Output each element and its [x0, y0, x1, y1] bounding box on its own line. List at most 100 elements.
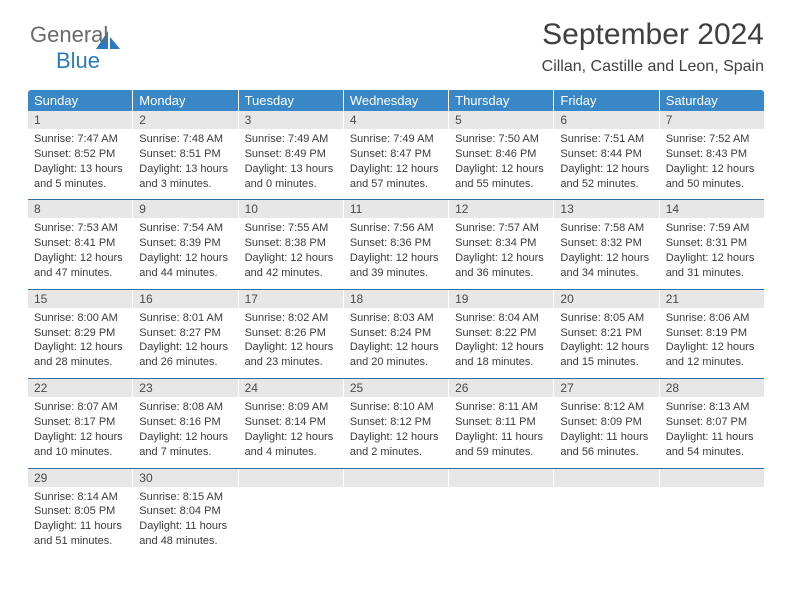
day-body: Sunrise: 8:07 AMSunset: 8:17 PMDaylight:… — [28, 397, 132, 467]
sunrise-line: Sunrise: 8:06 AM — [666, 311, 758, 326]
calendar-day: 7Sunrise: 7:52 AMSunset: 8:43 PMDaylight… — [660, 111, 764, 199]
daylight-line: Daylight: 12 hours and 52 minutes. — [560, 162, 652, 192]
daylight-line: Daylight: 12 hours and 39 minutes. — [350, 251, 442, 281]
day-number: 21 — [660, 290, 764, 308]
day-body: Sunrise: 7:59 AMSunset: 8:31 PMDaylight:… — [660, 218, 764, 288]
day-number: 28 — [660, 379, 764, 397]
calendar-day: 1Sunrise: 7:47 AMSunset: 8:52 PMDaylight… — [28, 111, 133, 199]
day-body: Sunrise: 7:55 AMSunset: 8:38 PMDaylight:… — [239, 218, 343, 288]
daylight-line: Daylight: 13 hours and 0 minutes. — [245, 162, 337, 192]
daylight-line: Daylight: 12 hours and 4 minutes. — [245, 430, 337, 460]
sunset-line: Sunset: 8:47 PM — [350, 147, 442, 162]
dow-header: Sunday — [28, 90, 133, 111]
sunrise-line: Sunrise: 7:53 AM — [34, 221, 126, 236]
sunset-line: Sunset: 8:26 PM — [245, 326, 337, 341]
day-body: Sunrise: 8:09 AMSunset: 8:14 PMDaylight:… — [239, 397, 343, 467]
day-body: Sunrise: 7:56 AMSunset: 8:36 PMDaylight:… — [344, 218, 448, 288]
sunset-line: Sunset: 8:21 PM — [560, 326, 652, 341]
sunset-line: Sunset: 8:38 PM — [245, 236, 337, 251]
day-body: Sunrise: 7:53 AMSunset: 8:41 PMDaylight:… — [28, 218, 132, 288]
sunrise-line: Sunrise: 7:58 AM — [560, 221, 652, 236]
daylight-line: Daylight: 12 hours and 47 minutes. — [34, 251, 126, 281]
day-number — [344, 469, 448, 487]
daylight-line: Daylight: 12 hours and 12 minutes. — [666, 340, 758, 370]
sunrise-line: Sunrise: 8:02 AM — [245, 311, 337, 326]
sunset-line: Sunset: 8:24 PM — [350, 326, 442, 341]
sunset-line: Sunset: 8:49 PM — [245, 147, 337, 162]
daylight-line: Daylight: 12 hours and 50 minutes. — [666, 162, 758, 192]
calendar-day: 12Sunrise: 7:57 AMSunset: 8:34 PMDayligh… — [449, 200, 554, 288]
sunset-line: Sunset: 8:04 PM — [139, 504, 231, 519]
calendar-day: 9Sunrise: 7:54 AMSunset: 8:39 PMDaylight… — [133, 200, 238, 288]
day-number: 13 — [554, 200, 658, 218]
sunrise-line: Sunrise: 7:54 AM — [139, 221, 231, 236]
day-number: 2 — [133, 111, 237, 129]
sunrise-line: Sunrise: 7:59 AM — [666, 221, 758, 236]
day-body: Sunrise: 7:51 AMSunset: 8:44 PMDaylight:… — [554, 129, 658, 199]
sunrise-line: Sunrise: 7:48 AM — [139, 132, 231, 147]
day-number: 3 — [239, 111, 343, 129]
calendar-day: 22Sunrise: 8:07 AMSunset: 8:17 PMDayligh… — [28, 379, 133, 467]
day-body: Sunrise: 8:02 AMSunset: 8:26 PMDaylight:… — [239, 308, 343, 378]
day-number: 19 — [449, 290, 553, 308]
day-body — [239, 487, 343, 542]
day-body: Sunrise: 7:58 AMSunset: 8:32 PMDaylight:… — [554, 218, 658, 288]
day-body: Sunrise: 8:11 AMSunset: 8:11 PMDaylight:… — [449, 397, 553, 467]
dow-header: Thursday — [449, 90, 554, 111]
dow-header: Monday — [133, 90, 238, 111]
day-body: Sunrise: 8:08 AMSunset: 8:16 PMDaylight:… — [133, 397, 237, 467]
sunset-line: Sunset: 8:22 PM — [455, 326, 547, 341]
sunset-line: Sunset: 8:11 PM — [455, 415, 547, 430]
daylight-line: Daylight: 12 hours and 2 minutes. — [350, 430, 442, 460]
sunrise-line: Sunrise: 7:51 AM — [560, 132, 652, 147]
calendar-day — [239, 469, 344, 557]
sunset-line: Sunset: 8:12 PM — [350, 415, 442, 430]
daylight-line: Daylight: 12 hours and 34 minutes. — [560, 251, 652, 281]
calendar-day: 26Sunrise: 8:11 AMSunset: 8:11 PMDayligh… — [449, 379, 554, 467]
calendar-day: 5Sunrise: 7:50 AMSunset: 8:46 PMDaylight… — [449, 111, 554, 199]
day-number: 10 — [239, 200, 343, 218]
sunrise-line: Sunrise: 7:57 AM — [455, 221, 547, 236]
day-number: 1 — [28, 111, 132, 129]
dow-header: Wednesday — [344, 90, 449, 111]
daylight-line: Daylight: 12 hours and 18 minutes. — [455, 340, 547, 370]
sunrise-line: Sunrise: 8:12 AM — [560, 400, 652, 415]
day-body: Sunrise: 8:04 AMSunset: 8:22 PMDaylight:… — [449, 308, 553, 378]
sunset-line: Sunset: 8:31 PM — [666, 236, 758, 251]
sunset-line: Sunset: 8:36 PM — [350, 236, 442, 251]
day-number: 9 — [133, 200, 237, 218]
day-body: Sunrise: 7:57 AMSunset: 8:34 PMDaylight:… — [449, 218, 553, 288]
day-number: 6 — [554, 111, 658, 129]
calendar-day: 29Sunrise: 8:14 AMSunset: 8:05 PMDayligh… — [28, 469, 133, 557]
day-number: 25 — [344, 379, 448, 397]
day-number — [449, 469, 553, 487]
day-body: Sunrise: 8:03 AMSunset: 8:24 PMDaylight:… — [344, 308, 448, 378]
sunset-line: Sunset: 8:16 PM — [139, 415, 231, 430]
calendar-day: 8Sunrise: 7:53 AMSunset: 8:41 PMDaylight… — [28, 200, 133, 288]
calendar-day: 15Sunrise: 8:00 AMSunset: 8:29 PMDayligh… — [28, 290, 133, 378]
day-body: Sunrise: 8:10 AMSunset: 8:12 PMDaylight:… — [344, 397, 448, 467]
daylight-line: Daylight: 11 hours and 51 minutes. — [34, 519, 126, 549]
sunset-line: Sunset: 8:34 PM — [455, 236, 547, 251]
calendar-day — [554, 469, 659, 557]
daylight-line: Daylight: 12 hours and 23 minutes. — [245, 340, 337, 370]
daylight-line: Daylight: 11 hours and 48 minutes. — [139, 519, 231, 549]
brand-word-2: Blue — [30, 48, 100, 73]
sunrise-line: Sunrise: 7:49 AM — [245, 132, 337, 147]
day-number: 4 — [344, 111, 448, 129]
daylight-line: Daylight: 12 hours and 57 minutes. — [350, 162, 442, 192]
sunset-line: Sunset: 8:29 PM — [34, 326, 126, 341]
daylight-line: Daylight: 12 hours and 15 minutes. — [560, 340, 652, 370]
daylight-line: Daylight: 12 hours and 36 minutes. — [455, 251, 547, 281]
daylight-line: Daylight: 12 hours and 10 minutes. — [34, 430, 126, 460]
sunrise-line: Sunrise: 8:09 AM — [245, 400, 337, 415]
sunset-line: Sunset: 8:46 PM — [455, 147, 547, 162]
daylight-line: Daylight: 12 hours and 28 minutes. — [34, 340, 126, 370]
day-body: Sunrise: 8:00 AMSunset: 8:29 PMDaylight:… — [28, 308, 132, 378]
calendar-day: 24Sunrise: 8:09 AMSunset: 8:14 PMDayligh… — [239, 379, 344, 467]
daylight-line: Daylight: 13 hours and 5 minutes. — [34, 162, 126, 192]
calendar-day: 23Sunrise: 8:08 AMSunset: 8:16 PMDayligh… — [133, 379, 238, 467]
day-body: Sunrise: 7:49 AMSunset: 8:49 PMDaylight:… — [239, 129, 343, 199]
day-number: 14 — [660, 200, 764, 218]
day-body: Sunrise: 7:47 AMSunset: 8:52 PMDaylight:… — [28, 129, 132, 199]
